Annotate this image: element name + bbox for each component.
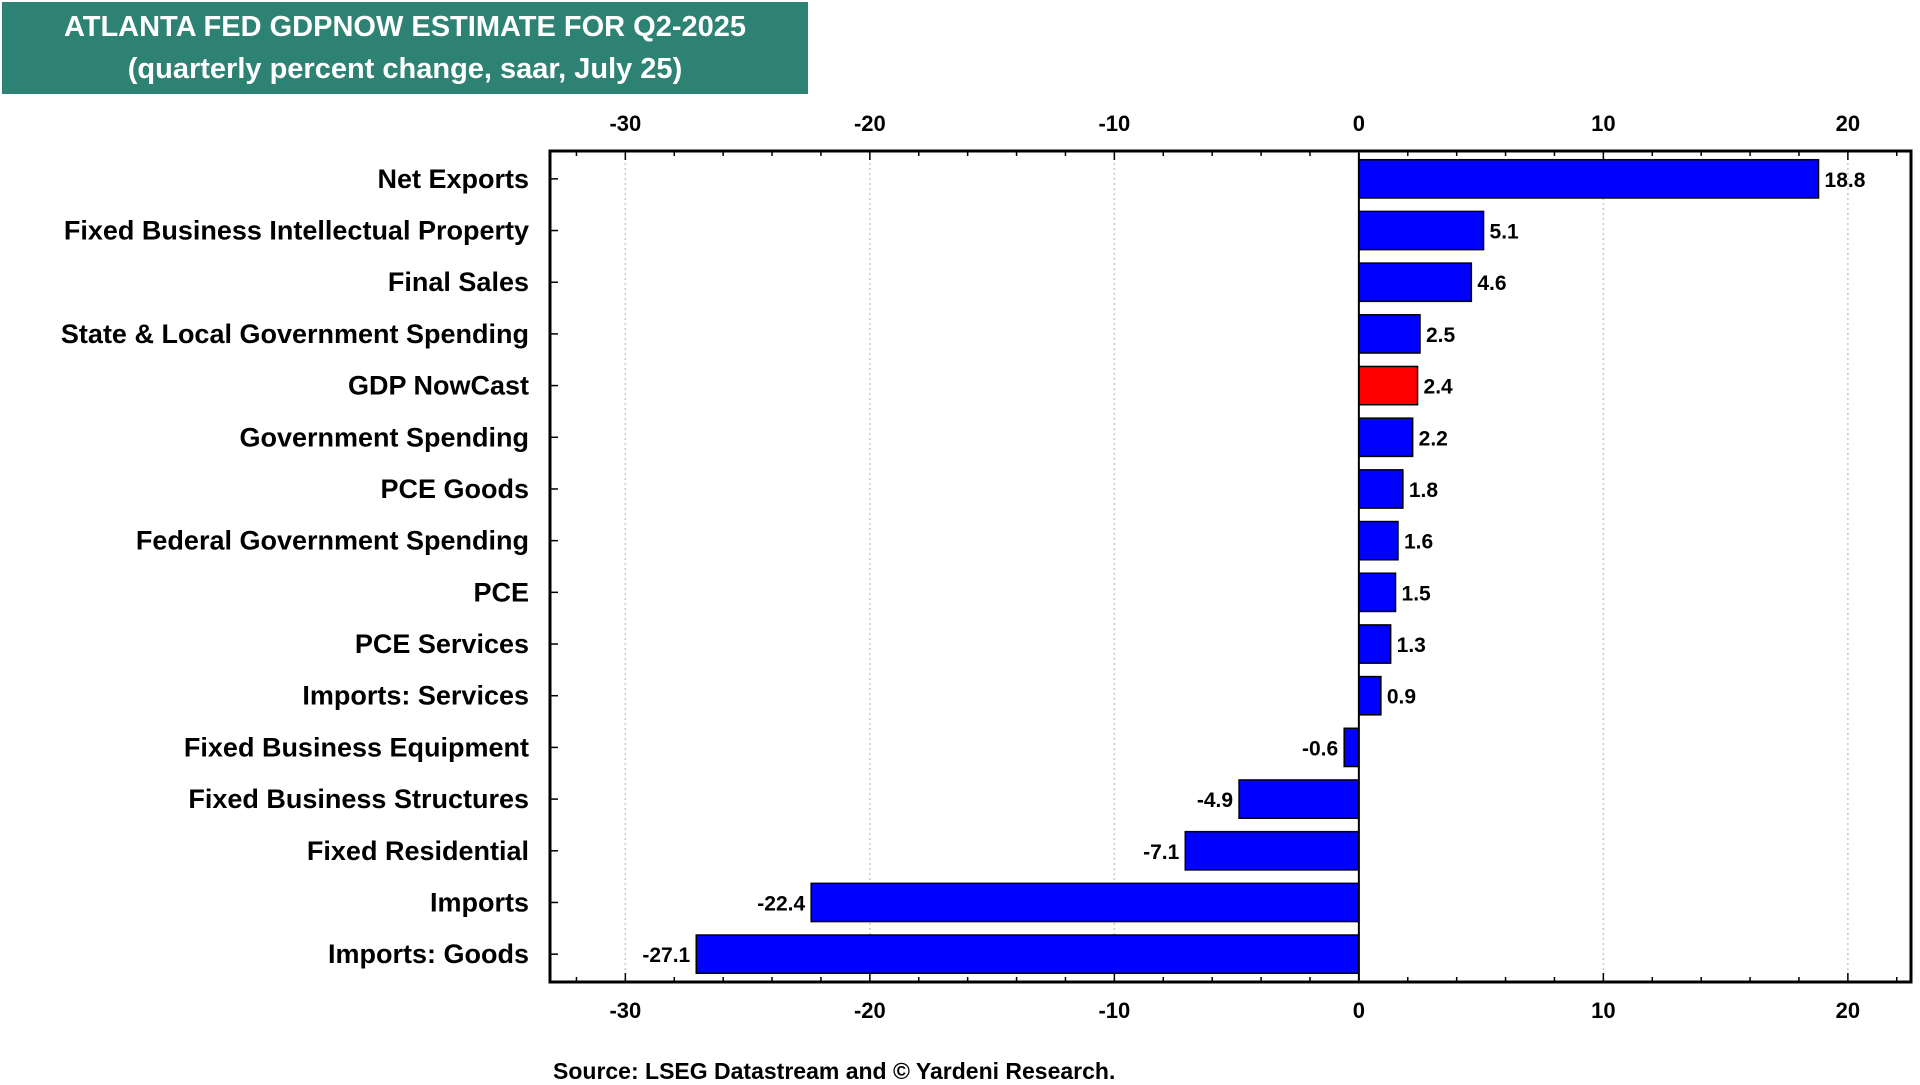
value-label: 1.3 xyxy=(1397,634,1426,657)
bar-pce-services xyxy=(1358,624,1392,664)
chart-title: ATLANTA FED GDPNOW ESTIMATE FOR Q2-2025 xyxy=(63,11,747,43)
category-label: Final Sales xyxy=(388,267,529,297)
x-tick-label-bottom: -20 xyxy=(854,998,886,1023)
value-label: -27.1 xyxy=(642,944,690,967)
bar-imports xyxy=(810,882,1360,923)
chart-title-box: ATLANTA FED GDPNOW ESTIMATE FOR Q2-2025 … xyxy=(2,2,808,94)
x-tick-label-top: 20 xyxy=(1836,111,1860,136)
category-label: Net Exports xyxy=(377,164,529,194)
bar-net-exports xyxy=(1358,158,1820,199)
category-label: Fixed Business Structures xyxy=(188,784,529,814)
bar-imports-services xyxy=(1358,675,1382,716)
value-label: 2.5 xyxy=(1426,324,1456,347)
x-tick-label-top: -30 xyxy=(609,111,641,136)
bottom-axis: -30 -20 -10 0 10 20 xyxy=(575,973,1898,1023)
value-label: -7.1 xyxy=(1143,841,1180,864)
category-label: Imports: Services xyxy=(302,681,529,711)
category-label: PCE Services xyxy=(355,629,529,659)
value-label: -0.6 xyxy=(1302,737,1338,760)
chart-subtitle: (quarterly percent change, saar, July 25… xyxy=(127,53,683,85)
bar-pce-goods xyxy=(1358,469,1404,509)
bar-government-spending xyxy=(1358,417,1414,458)
x-tick-label-bottom: 10 xyxy=(1591,998,1615,1023)
value-label: -22.4 xyxy=(757,892,805,915)
bars xyxy=(695,158,1820,975)
bar-final-sales xyxy=(1358,262,1473,303)
value-label: 2.4 xyxy=(1424,376,1454,399)
value-label: 0.9 xyxy=(1387,686,1416,709)
value-label: 4.6 xyxy=(1477,272,1506,295)
value-labels: 18.8 5.1 4.6 2.5 2.4 2.2 1.8 1.6 1.5 1.3 0.9 -0.6 -4… xyxy=(642,169,1865,967)
category-label: PCE Goods xyxy=(380,474,529,504)
category-label: GDP NowCast xyxy=(348,371,529,401)
bar-fixed-business-structures xyxy=(1238,779,1360,819)
bar-fixed-business-intellectual-property xyxy=(1358,210,1485,251)
value-label: 5.1 xyxy=(1490,221,1520,244)
bar-federal-government-spending xyxy=(1358,520,1399,561)
bar-state-local-government-spending xyxy=(1358,314,1421,354)
category-label: Imports xyxy=(430,887,529,917)
category-labels: Net Exports Fixed Business Intellectual P… xyxy=(61,164,558,969)
value-label: 1.8 xyxy=(1409,479,1439,502)
category-label: Imports: Goods xyxy=(328,939,529,969)
bar-gdp-nowcast xyxy=(1358,365,1419,406)
x-tick-label-bottom: -30 xyxy=(609,998,641,1023)
value-label: 1.5 xyxy=(1402,582,1432,605)
x-tick-label-bottom: -10 xyxy=(1098,998,1130,1023)
category-label: Fixed Business Intellectual Property xyxy=(64,216,529,246)
plot-frame xyxy=(548,149,1913,984)
value-label: -4.9 xyxy=(1197,789,1233,812)
category-label: Government Spending xyxy=(239,422,529,452)
value-label: 18.8 xyxy=(1825,169,1866,192)
category-label: PCE xyxy=(473,577,529,607)
category-label: Federal Government Spending xyxy=(136,526,529,556)
category-label: Fixed Residential xyxy=(307,836,529,866)
x-tick-label-top: -20 xyxy=(854,111,886,136)
x-tick-label-bottom: 0 xyxy=(1353,998,1365,1023)
category-label: State & Local Government Spending xyxy=(61,319,529,349)
value-label: 2.2 xyxy=(1419,427,1448,450)
x-tick-label-bottom: 20 xyxy=(1836,998,1860,1023)
value-label: 1.6 xyxy=(1404,531,1433,554)
x-tick-label-top: -10 xyxy=(1098,111,1130,136)
bar-pce xyxy=(1358,572,1397,613)
bar-fixed-business-equipment xyxy=(1343,727,1360,768)
x-tick-label-top: 0 xyxy=(1353,111,1365,136)
top-axis: -30 -20 -10 0 10 20 xyxy=(575,111,1898,160)
category-label: Fixed Business Equipment xyxy=(184,732,529,762)
bar-imports-goods xyxy=(695,934,1360,975)
bar-fixed-residential xyxy=(1184,830,1360,871)
source-note: Source: LSEG Datastream and © Yardeni Re… xyxy=(553,1058,1116,1084)
x-tick-label-top: 10 xyxy=(1591,111,1615,136)
